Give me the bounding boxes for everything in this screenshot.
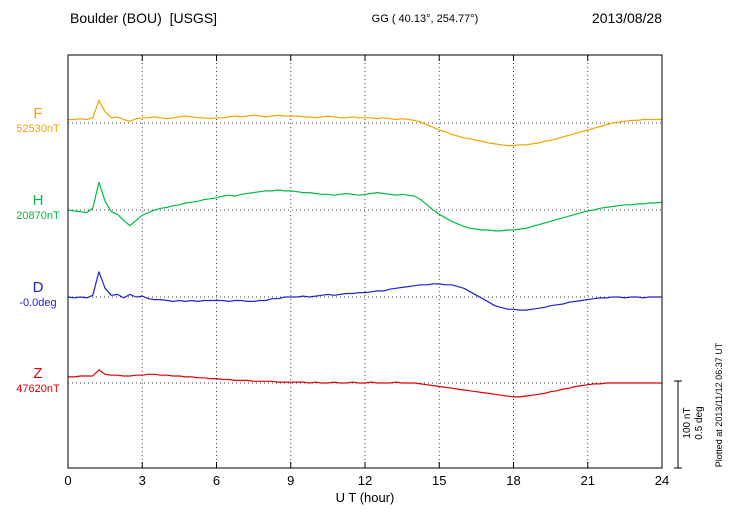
- x-tick-label: 9: [287, 473, 294, 488]
- geographic-coordinates: GG ( 40.13°, 254.77°): [371, 13, 479, 25]
- x-tick-label: 18: [506, 473, 520, 488]
- series-letter-d: D: [32, 279, 44, 296]
- series-letter-f: F: [33, 105, 43, 122]
- series-baseline-value-h: 20870nT: [16, 209, 60, 222]
- series-label-h: H 20870nT: [6, 192, 70, 222]
- x-tick-label: 12: [358, 473, 372, 488]
- x-tick-label: 6: [213, 473, 220, 488]
- trace-D: [67, 271, 662, 311]
- series-letter-h: H: [32, 192, 44, 209]
- scale-bar-deg-label: 0.5 deg: [694, 406, 705, 439]
- x-tick-label: 24: [655, 473, 669, 488]
- x-tick-label: 15: [432, 473, 446, 488]
- series-baseline-value-z: 47620nT: [16, 382, 60, 395]
- x-tick-label: 3: [139, 473, 146, 488]
- series-label-f: F 52530nT: [6, 105, 70, 135]
- series-letter-z: Z: [33, 365, 43, 382]
- observation-date: 2013/08/28: [591, 10, 662, 26]
- series-baseline-value-d: -0.0deg: [19, 296, 57, 309]
- x-tick-label: 21: [581, 473, 595, 488]
- scale-bar-nt-label: 100 nT: [682, 407, 693, 438]
- station-title: Boulder (BOU) [USGS]: [70, 10, 218, 26]
- trace-F: [68, 99, 662, 147]
- plotted-at-note: Plotted at 2013/11/12 06:37 UT: [714, 342, 724, 467]
- plot-frame: [67, 54, 663, 469]
- x-axis-label: U T (hour): [335, 490, 395, 505]
- series-baseline-value-f: 52530nT: [16, 122, 60, 135]
- series-label-d: D -0.0deg: [6, 279, 70, 309]
- trace-H: [67, 181, 663, 232]
- x-tick-label: 0: [64, 473, 71, 488]
- series-label-z: Z 47620nT: [6, 365, 70, 395]
- trace-Z: [68, 369, 662, 398]
